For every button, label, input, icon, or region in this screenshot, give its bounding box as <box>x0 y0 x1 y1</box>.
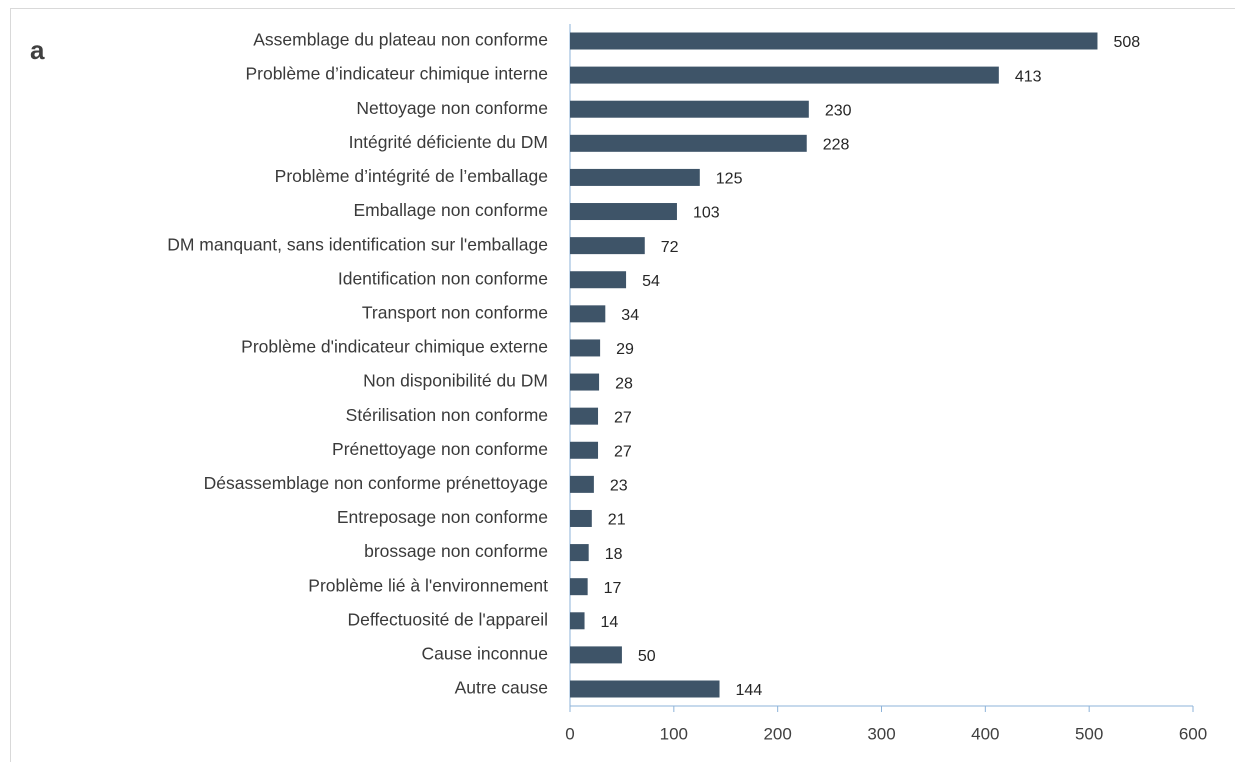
value-label: 29 <box>616 341 634 358</box>
value-label: 54 <box>642 273 660 290</box>
y-tick-label: Non disponibilité du DM <box>363 371 548 391</box>
x-tick-label: 600 <box>1179 724 1207 743</box>
y-tick-label: Problème d’indicateur chimique interne <box>245 64 548 84</box>
value-label: 27 <box>614 409 632 426</box>
bar <box>570 134 807 152</box>
x-tick-label: 400 <box>971 724 999 743</box>
y-tick-label: Identification non conforme <box>338 268 548 288</box>
value-label: 27 <box>614 443 632 460</box>
value-label: 508 <box>1113 34 1140 51</box>
value-label: 14 <box>601 614 619 631</box>
bar <box>570 680 720 698</box>
bar <box>570 441 599 459</box>
x-tick-label: 100 <box>660 724 688 743</box>
y-tick-label: DM manquant, sans identification sur l'e… <box>167 234 548 254</box>
bar <box>570 578 588 596</box>
bar <box>570 168 700 186</box>
y-tick-label: Emballage non conforme <box>353 200 548 220</box>
value-label: 23 <box>610 478 628 495</box>
value-label: 72 <box>661 239 679 256</box>
y-tick-label: Deffectuosité de l'appareil <box>347 609 548 629</box>
y-tick-label: Nettoyage non conforme <box>356 98 548 118</box>
bar <box>570 100 809 118</box>
x-tick-label: 500 <box>1075 724 1103 743</box>
value-label: 125 <box>716 171 743 188</box>
panel-label: a <box>30 35 45 65</box>
value-label: 34 <box>621 307 639 324</box>
value-label: 17 <box>604 580 622 597</box>
bar <box>570 646 622 664</box>
y-tick-label: Problème lié à l'environnement <box>308 575 548 595</box>
y-tick-label: Entreposage non conforme <box>337 507 548 527</box>
value-label: 21 <box>608 512 626 529</box>
x-tick-label: 300 <box>867 724 895 743</box>
bar <box>570 339 601 357</box>
bar <box>570 32 1098 50</box>
value-label: 50 <box>638 648 656 665</box>
x-tick-label: 0 <box>565 724 574 743</box>
bar <box>570 66 999 84</box>
bar <box>570 271 627 289</box>
y-tick-label: Transport non conforme <box>362 302 548 322</box>
bar <box>570 544 589 562</box>
value-label: 18 <box>605 546 623 563</box>
bar <box>570 237 645 255</box>
bar <box>570 203 677 221</box>
value-label: 144 <box>736 682 763 699</box>
y-tick-label: Intégrité déficiente du DM <box>349 132 548 152</box>
y-tick-label: Prénettoyage non conforme <box>332 439 548 459</box>
bar <box>570 407 599 425</box>
chart-frame <box>10 8 1235 762</box>
y-tick-label: Cause inconnue <box>422 644 548 664</box>
bar <box>570 475 594 493</box>
y-tick-label: Stérilisation non conforme <box>346 405 548 425</box>
y-tick-label: Problème d’intégrité de l’emballage <box>275 166 548 186</box>
y-tick-label: Assemblage du plateau non conforme <box>253 30 548 50</box>
y-tick-label: Désassemblage non conforme prénettoyage <box>204 473 548 493</box>
y-tick-label: Autre cause <box>455 678 548 698</box>
bar <box>570 373 600 391</box>
bar <box>570 509 592 527</box>
bar <box>570 612 585 630</box>
y-tick-label: brossage non conforme <box>364 541 548 561</box>
x-tick-label: 200 <box>763 724 791 743</box>
y-tick-label: Problème d'indicateur chimique externe <box>241 337 548 357</box>
value-label: 103 <box>693 205 720 222</box>
value-label: 28 <box>615 375 633 392</box>
value-label: 230 <box>825 102 852 119</box>
value-label: 228 <box>823 137 850 154</box>
bar <box>570 305 606 323</box>
value-label: 413 <box>1015 68 1042 85</box>
